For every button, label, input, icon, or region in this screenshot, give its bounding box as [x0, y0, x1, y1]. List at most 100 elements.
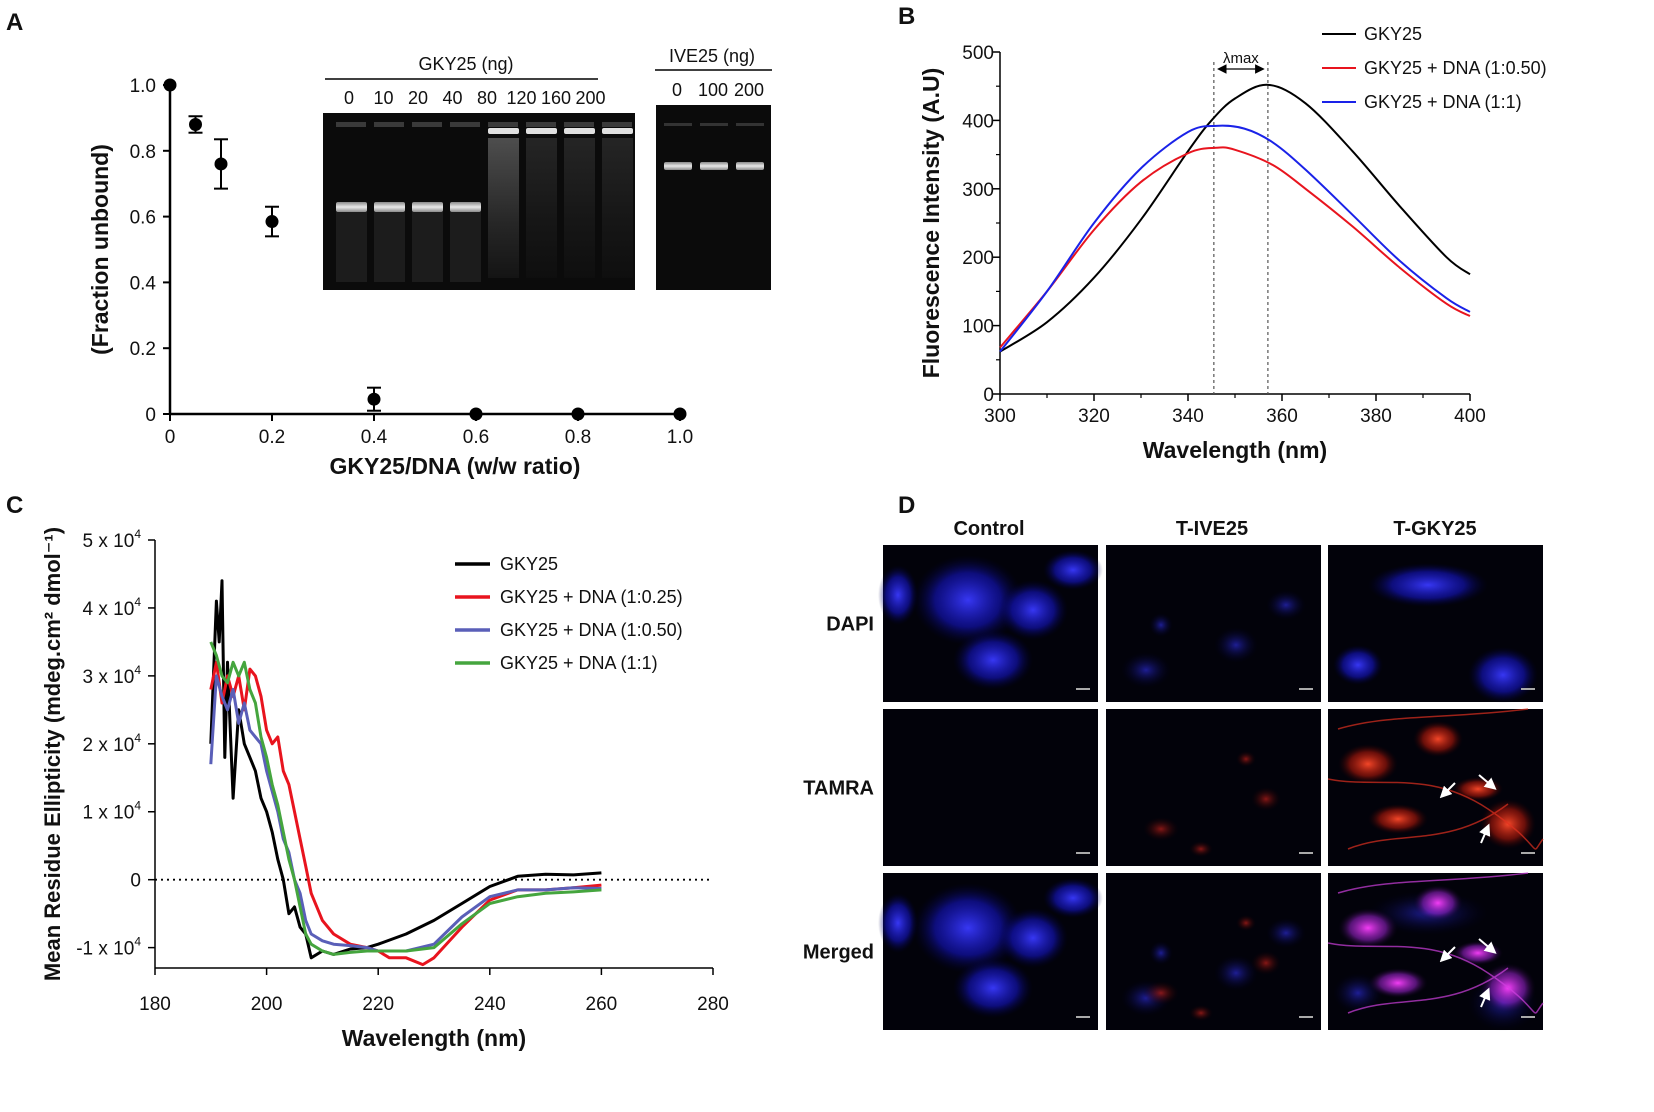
- c-y-tick-label: 4 x 104: [83, 595, 142, 620]
- d-image-merged-t-ive25: [1106, 873, 1321, 1030]
- d-row-label: TAMRA: [803, 778, 874, 800]
- a-x-tick-label: 0.6: [463, 427, 489, 448]
- d-image-tamra-control: [883, 709, 1098, 866]
- a-y-tick-label: 0: [145, 405, 156, 426]
- c-series-line: [209, 641, 602, 956]
- c-y-tick-exponent: 4: [134, 595, 141, 609]
- gel-smear: [374, 212, 405, 282]
- a-data-point: [571, 407, 585, 421]
- d-cell-signal: [1121, 652, 1171, 688]
- gel-well: [488, 122, 518, 127]
- a-x-tick-label: 0: [165, 427, 176, 448]
- c-y-tick-base: 5 x 10: [83, 531, 135, 552]
- c-x-tick-label: 180: [139, 994, 171, 1015]
- gel-band-bound-dna: [602, 128, 633, 134]
- d-scale-bar: [1076, 688, 1090, 690]
- gel-band-free-dna: [374, 202, 405, 212]
- a-y-tick-label: 0.8: [130, 142, 156, 163]
- d-cell-signal: [1453, 777, 1503, 801]
- gel-well: [374, 122, 404, 127]
- a-y-tick-label: 0.2: [130, 339, 156, 360]
- b-legend-label: GKY25 + DNA (1:0.50): [1364, 58, 1547, 78]
- c-x-tick-label: 280: [697, 994, 729, 1015]
- c-x-tick-label: 200: [251, 994, 283, 1015]
- panel-label-b: B: [898, 3, 915, 30]
- gel-band-free-dna: [412, 202, 443, 212]
- d-scale-bar: [1299, 688, 1313, 690]
- gel-band-bound-dna: [564, 128, 595, 134]
- d-cell-signal: [1453, 941, 1503, 965]
- d-image-dapi-control: [878, 545, 1103, 702]
- gel-gky-lane-label: 40: [442, 88, 462, 108]
- gel-band-bound-dna: [526, 128, 557, 134]
- b-y-tick-label: 300: [962, 180, 994, 201]
- a-y-tick-label: 1.0: [130, 76, 156, 97]
- d-cell-signal: [1189, 1005, 1213, 1021]
- gel-gky-lane-label: 160: [541, 88, 571, 108]
- c-y-tick-exponent: 4: [134, 799, 141, 813]
- c-x-axis-title: Wavelength (nm): [342, 1025, 526, 1051]
- a-x-tick-label: 0.2: [259, 427, 285, 448]
- d-cell-signal: [1236, 751, 1256, 767]
- c-y-tick-label: 2 x 104: [83, 731, 142, 756]
- gel-well: [564, 122, 594, 127]
- d-row-label: DAPI: [826, 614, 874, 636]
- d-cell-signal: [913, 883, 1023, 973]
- d-cell-signal: [1368, 968, 1428, 998]
- d-cell-signal: [878, 893, 918, 953]
- b-legend-label: GKY25 + DNA (1:1): [1364, 92, 1522, 112]
- d-scale-bar: [1076, 852, 1090, 854]
- d-cell-signal: [913, 555, 1023, 645]
- d-column-header: T-GKY25: [1393, 518, 1476, 540]
- gel-well: [526, 122, 556, 127]
- d-cell-signal: [1043, 550, 1103, 590]
- d-arrow-indicator: [1479, 823, 1491, 844]
- a-y-tick-label: 0.6: [130, 208, 156, 229]
- gel-well: [450, 122, 480, 127]
- b-x-tick-label: 340: [1172, 406, 1204, 427]
- b-y-tick-label: 0: [983, 385, 994, 406]
- c-y-tick-label: 5 x 104: [83, 527, 142, 552]
- d-arrow-indicator: [1439, 946, 1456, 963]
- b-y-tick-label: 400: [962, 111, 994, 132]
- d-neurite-fiber: [1327, 872, 1544, 1014]
- panel-label-d: D: [898, 492, 915, 519]
- c-y-tick-label: -1 x 104: [76, 935, 141, 960]
- c-y-tick-base: 3 x 10: [83, 667, 135, 688]
- c-y-axis-title: Mean Residue Ellipticity (mdeg.cm² dmol⁻…: [40, 527, 65, 981]
- d-arrow-indicator: [1478, 774, 1497, 790]
- c-legend-label: GKY25: [500, 554, 558, 574]
- d-cell-signal: [1368, 804, 1428, 834]
- c-y-tick-exponent: 4: [134, 731, 141, 745]
- a-x-tick-label: 0.4: [361, 427, 388, 448]
- d-cell-signal: [1333, 645, 1383, 685]
- panel-b-fluorescence-plot: 300 320 340 360 380 400 0 100 200 300 400 500 Wavele…: [918, 24, 1547, 463]
- d-cell-signal: [1338, 744, 1398, 784]
- b-y-axis-title: Fluorescence Intensity (A.U): [918, 68, 944, 379]
- a-data-point: [367, 392, 381, 406]
- panel-label-c: C: [6, 492, 23, 519]
- a-data-point: [214, 157, 228, 171]
- gel-band-free-dna: [700, 162, 728, 170]
- gel-band-free-dna: [450, 202, 481, 212]
- d-cell-signal: [1149, 941, 1173, 965]
- d-cell-signal: [1468, 647, 1538, 703]
- d-row-label: Merged: [803, 942, 874, 964]
- c-y-tick-exponent: 4: [134, 663, 141, 677]
- gel-smear: [526, 138, 557, 278]
- b-lambda-max-label: λmax: [1223, 50, 1259, 67]
- a-data-point: [189, 117, 202, 131]
- d-arrow-indicator: [1479, 987, 1491, 1008]
- gel-gky-lane-label: 20: [408, 88, 428, 108]
- c-y-tick-exponent: 4: [134, 935, 141, 949]
- d-image-tamra-t-gky25: [1327, 708, 1544, 866]
- a-data-point: [673, 407, 687, 421]
- b-x-tick-label: 300: [984, 406, 1016, 427]
- d-cell-signal: [1214, 955, 1258, 991]
- c-y-tick-exponent: 4: [134, 527, 141, 541]
- c-y-tick-base: 2 x 10: [83, 735, 135, 756]
- d-cell-signal: [1236, 915, 1256, 931]
- gel-smear: [488, 138, 519, 278]
- c-legend-label: GKY25 + DNA (1:0.50): [500, 620, 683, 640]
